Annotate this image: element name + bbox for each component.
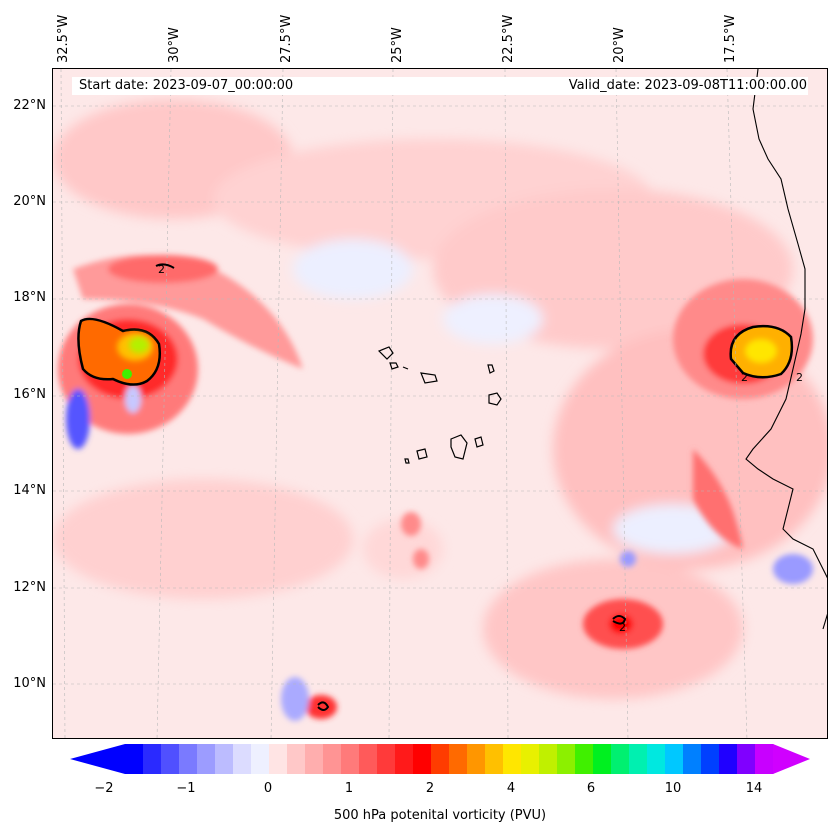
- colorbar-cell: [629, 744, 648, 774]
- colorbar-cell: [593, 744, 612, 774]
- colorbar-cell: [377, 744, 396, 774]
- latitude-label: 22°N: [13, 98, 46, 113]
- contour-label: 2: [796, 371, 803, 384]
- latitude-label: 10°N: [13, 676, 46, 691]
- colorbar-tick-label: −1: [176, 781, 196, 796]
- colorbar-cell: [665, 744, 684, 774]
- colorbar-cell: [647, 744, 666, 774]
- latitude-label: 12°N: [13, 580, 46, 595]
- colorbar-cell: [467, 744, 486, 774]
- colorbar: [70, 744, 810, 774]
- colorbar-title: 500 hPa potenital vorticity (PVU): [333, 808, 547, 823]
- colorbar-cell: [215, 744, 234, 774]
- colorbar-cell: [521, 744, 540, 774]
- colorbar-tick-label: 0: [263, 781, 273, 796]
- colorbar-cell: [341, 744, 360, 774]
- colorbar-tick-label: −2: [94, 781, 114, 796]
- valid-date-label: Valid_date: 2023-09-08T11:00:00.00: [568, 78, 807, 93]
- longitude-label: 17.5°W: [723, 14, 738, 63]
- pv-contour: [155, 263, 175, 269]
- colorbar-tick-label: 6: [586, 781, 596, 796]
- coastline: [745, 69, 827, 630]
- western-vortex-core: [77, 317, 161, 386]
- colorbar-cell: [305, 744, 324, 774]
- colorbar-tick-label: 10: [664, 781, 682, 796]
- colorbar-tick-label: 4: [506, 781, 516, 796]
- colorbar-cell: [539, 744, 558, 774]
- latitude-label: 16°N: [13, 387, 46, 402]
- pv-map: 2 2 2 2: [53, 69, 827, 738]
- colorbar-cell: [269, 744, 288, 774]
- colorbar-cell: [197, 744, 216, 774]
- colorbar-cell: [287, 744, 306, 774]
- longitude-label: 27.5°W: [279, 14, 294, 63]
- colorbar-cell: [503, 744, 522, 774]
- start-date-label: Start date: 2023-09-07_00:00:00: [79, 78, 294, 93]
- colorbar-cell: [359, 744, 378, 774]
- longitude-label: 30°W: [167, 27, 182, 63]
- colorbar-max-arrow: [773, 744, 810, 774]
- longitude-label: 25°W: [390, 27, 405, 63]
- longitude-label: 22.5°W: [501, 14, 516, 63]
- longitude-label: 32.5°W: [56, 14, 71, 63]
- colorbar-tick-label: 1: [344, 781, 354, 796]
- map-panel: 2 2 2 2: [52, 68, 828, 739]
- latitude-label: 14°N: [13, 483, 46, 498]
- colorbar-cell: [251, 744, 270, 774]
- colorbar-cell: [449, 744, 468, 774]
- contour-label: 2: [741, 371, 748, 384]
- colorbar-cell: [143, 744, 162, 774]
- colorbar-cell: [179, 744, 198, 774]
- colorbar-cell: [485, 744, 504, 774]
- eastern-vortex-core: [729, 324, 794, 379]
- colorbar-cell: [395, 744, 414, 774]
- gridlines: [53, 69, 827, 738]
- colorbar-cell: [611, 744, 630, 774]
- colorbar-cell: [755, 744, 774, 774]
- contour-label: 2: [619, 621, 626, 634]
- colorbar-cell: [683, 744, 702, 774]
- colorbar-cell: [161, 744, 180, 774]
- latitude-label: 20°N: [13, 194, 46, 209]
- colorbar-cell: [413, 744, 432, 774]
- colorbar-cell: [125, 744, 144, 774]
- colorbar-tick-label: 2: [425, 781, 435, 796]
- colorbar-tick-label: 14: [745, 781, 763, 796]
- colorbar-cell: [323, 744, 342, 774]
- colorbar-cell: [431, 744, 450, 774]
- colorbar-cell: [719, 744, 738, 774]
- latitude-label: 18°N: [13, 290, 46, 305]
- pv-contour: [612, 615, 627, 625]
- contour-label: 2: [158, 263, 165, 276]
- pv-contour: [317, 701, 330, 711]
- longitude-label: 20°W: [612, 27, 627, 63]
- colorbar-cell: [701, 744, 720, 774]
- cape-verde-islands: [377, 346, 502, 464]
- colorbar-cell: [575, 744, 594, 774]
- colorbar-cell: [557, 744, 576, 774]
- colorbar-cell: [233, 744, 252, 774]
- date-info-bar: [72, 77, 808, 95]
- colorbar-min-arrow: [70, 744, 125, 774]
- colorbar-cell: [737, 744, 756, 774]
